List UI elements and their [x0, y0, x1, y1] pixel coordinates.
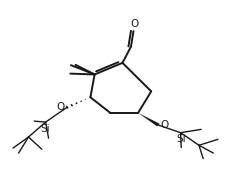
- Text: O: O: [160, 120, 169, 130]
- Text: Si: Si: [176, 134, 186, 144]
- Polygon shape: [138, 113, 160, 126]
- Text: O: O: [130, 19, 139, 29]
- Text: Si: Si: [41, 124, 50, 134]
- Text: O: O: [57, 102, 65, 112]
